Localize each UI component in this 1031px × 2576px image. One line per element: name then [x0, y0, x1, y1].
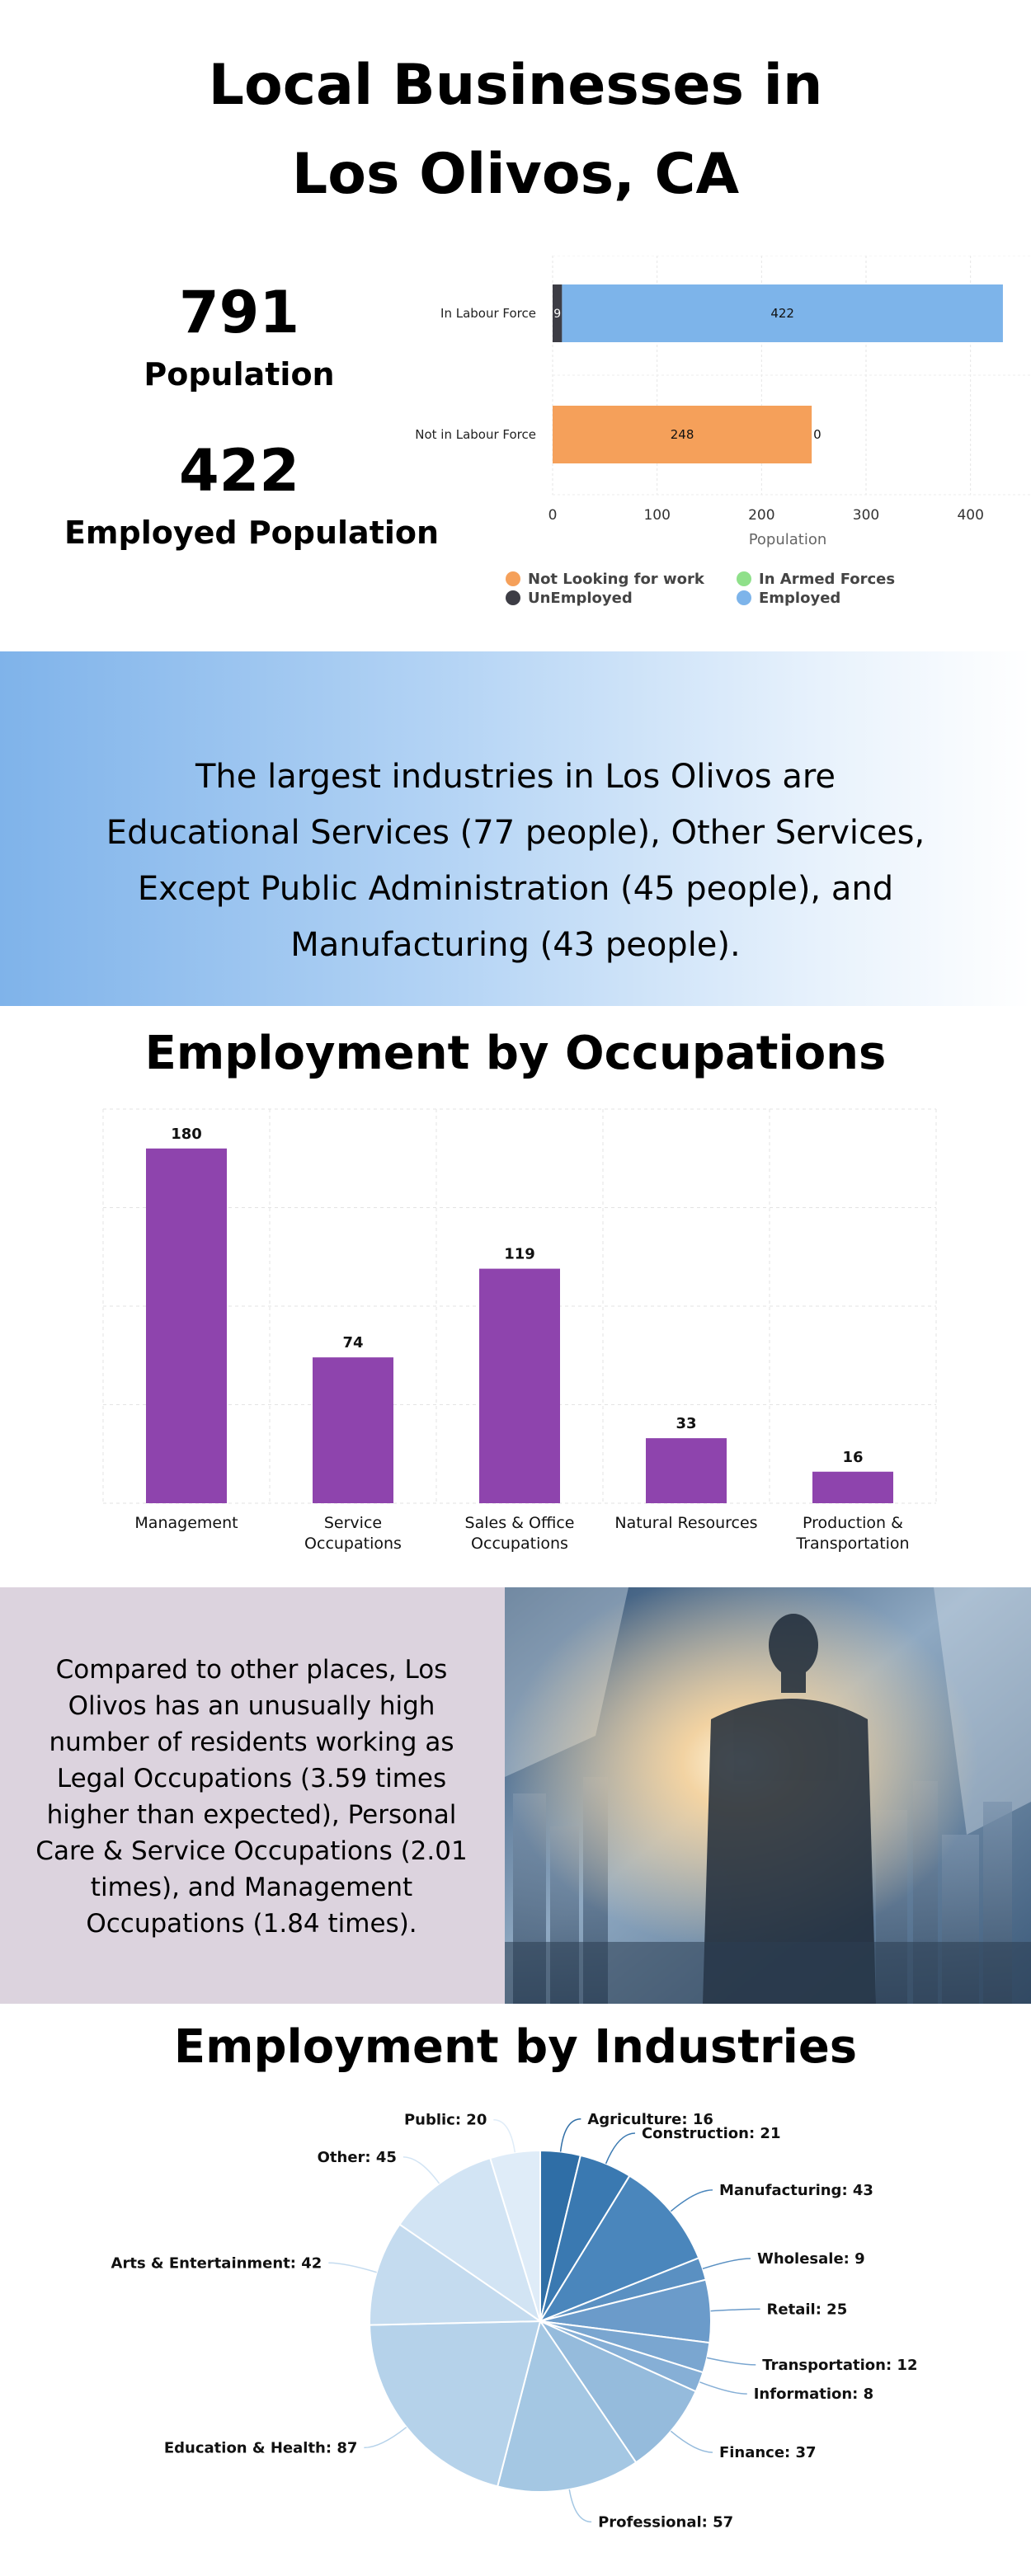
comparison-text: Compared to other places, Los Olivos has…: [35, 1655, 468, 1939]
legend-label: Employed: [759, 590, 840, 607]
slice-label: Arts & Entertainment: 42: [111, 2254, 322, 2272]
leader-line: [403, 2156, 440, 2184]
industries-title: Employment by Industries: [173, 2020, 858, 2074]
employed-label: Employed Population: [64, 515, 440, 551]
pie-slice: [369, 2320, 542, 2488]
page-title: Local Businesses in Los Olivos, CA: [0, 41, 1031, 219]
legend-label: In Armed Forces: [759, 571, 895, 588]
slice-label: Professional: 57: [598, 2513, 733, 2531]
data-label: 422: [770, 306, 794, 321]
labour-force-chart: 0 100 200 300 400 Population In Labour Force No…: [415, 256, 1031, 607]
x-axis-label: Population: [749, 531, 827, 548]
leader-line: [605, 2132, 635, 2165]
slice-label: Construction: 21: [642, 2125, 781, 2142]
leader-line: [707, 2357, 756, 2366]
slice-label: Public: 20: [404, 2112, 487, 2129]
bar-segment: [553, 284, 563, 342]
data-label: 180: [171, 1126, 202, 1143]
leader-line: [702, 2258, 751, 2270]
bar: [313, 1357, 393, 1503]
occupations-chart: 180 Management 74 Service Occupations 119 Sale…: [102, 1108, 937, 1553]
leader-line: [559, 2118, 581, 2152]
pie-slice: [489, 2149, 541, 2322]
bar: [646, 1438, 727, 1503]
x-tick-label: 300: [853, 507, 879, 524]
category-label: Not in Labour Force: [415, 427, 536, 442]
pie-slice: [538, 2319, 697, 2464]
leader-line: [328, 2262, 377, 2273]
slice-label: Retail: 25: [767, 2301, 848, 2318]
data-label: 74: [342, 1334, 363, 1351]
legend-marker: [737, 571, 751, 586]
population-value: 791: [178, 279, 300, 346]
legend-label: Not Looking for work: [528, 571, 705, 588]
slice-label: Wholesale: 9: [757, 2250, 865, 2268]
category-label: Service: [324, 1514, 382, 1532]
bar: [812, 1471, 893, 1503]
bar: [479, 1268, 560, 1503]
category-label: Production &: [803, 1514, 903, 1532]
slice-label: Information: 8: [754, 2386, 873, 2403]
category-label: Transportation: [795, 1535, 909, 1553]
data-label: 33: [676, 1415, 696, 1432]
leader-line: [670, 2189, 713, 2212]
bar-segment: [553, 406, 812, 463]
slice-label: Finance: 37: [719, 2444, 817, 2461]
data-label: 16: [842, 1449, 863, 1466]
data-label: 119: [504, 1246, 535, 1263]
x-tick-label: 0: [548, 507, 558, 524]
data-label: 0: [813, 427, 822, 442]
category-label: Sales & Office: [465, 1514, 575, 1532]
data-label: 248: [671, 427, 694, 442]
pie-slice: [496, 2319, 638, 2493]
legend-label: UnEmployed: [528, 590, 633, 607]
leader-line: [493, 2118, 516, 2153]
slice-label: Transportation: 12: [762, 2357, 917, 2374]
pie-slice: [398, 2156, 542, 2324]
leader-line: [568, 2489, 592, 2523]
employed-value: 422: [178, 437, 300, 505]
slice-label: Agriculture: 16: [587, 2111, 713, 2128]
leader-line: [364, 2426, 407, 2449]
slice-label: Manufacturing: 43: [719, 2182, 873, 2199]
slice-label: Education & Health: 87: [164, 2439, 358, 2456]
x-tick-label: 400: [957, 507, 983, 524]
category-label: Management: [134, 1514, 238, 1532]
category-label: In Labour Force: [440, 306, 536, 321]
bar: [146, 1148, 227, 1503]
page-title-line-1: Local Businesses in: [208, 53, 823, 118]
legend-marker: [737, 590, 751, 605]
leader-line: [699, 2381, 747, 2395]
occupations-title: Employment by Occupations: [144, 1027, 887, 1080]
data-label: 9: [553, 308, 561, 321]
legend-marker: [506, 590, 520, 605]
city-businessman-photo: [505, 1587, 1031, 2004]
largest-industries-text: The largest industries in Los Olivos are…: [106, 758, 925, 964]
category-label: Occupations: [471, 1535, 568, 1553]
pie-slice: [369, 2223, 544, 2326]
comparison-section: Compared to other places, Los Olivos has…: [0, 1587, 1031, 2004]
largest-industries-banner: The largest industries in Los Olivos are…: [0, 651, 1031, 1006]
category-label: Occupations: [304, 1535, 402, 1553]
x-tick-label: 100: [643, 507, 670, 524]
population-label: Population: [144, 356, 335, 393]
leader-line: [670, 2430, 713, 2453]
category-label: Natural Resources: [614, 1514, 757, 1532]
slice-label: Other: 45: [318, 2149, 397, 2166]
bar-segment: [562, 284, 1003, 342]
legend-marker: [506, 571, 520, 586]
x-tick-label: 200: [748, 507, 774, 524]
page-title-line-2: Los Olivos, CA: [291, 142, 740, 207]
leader-line: [710, 2308, 760, 2312]
